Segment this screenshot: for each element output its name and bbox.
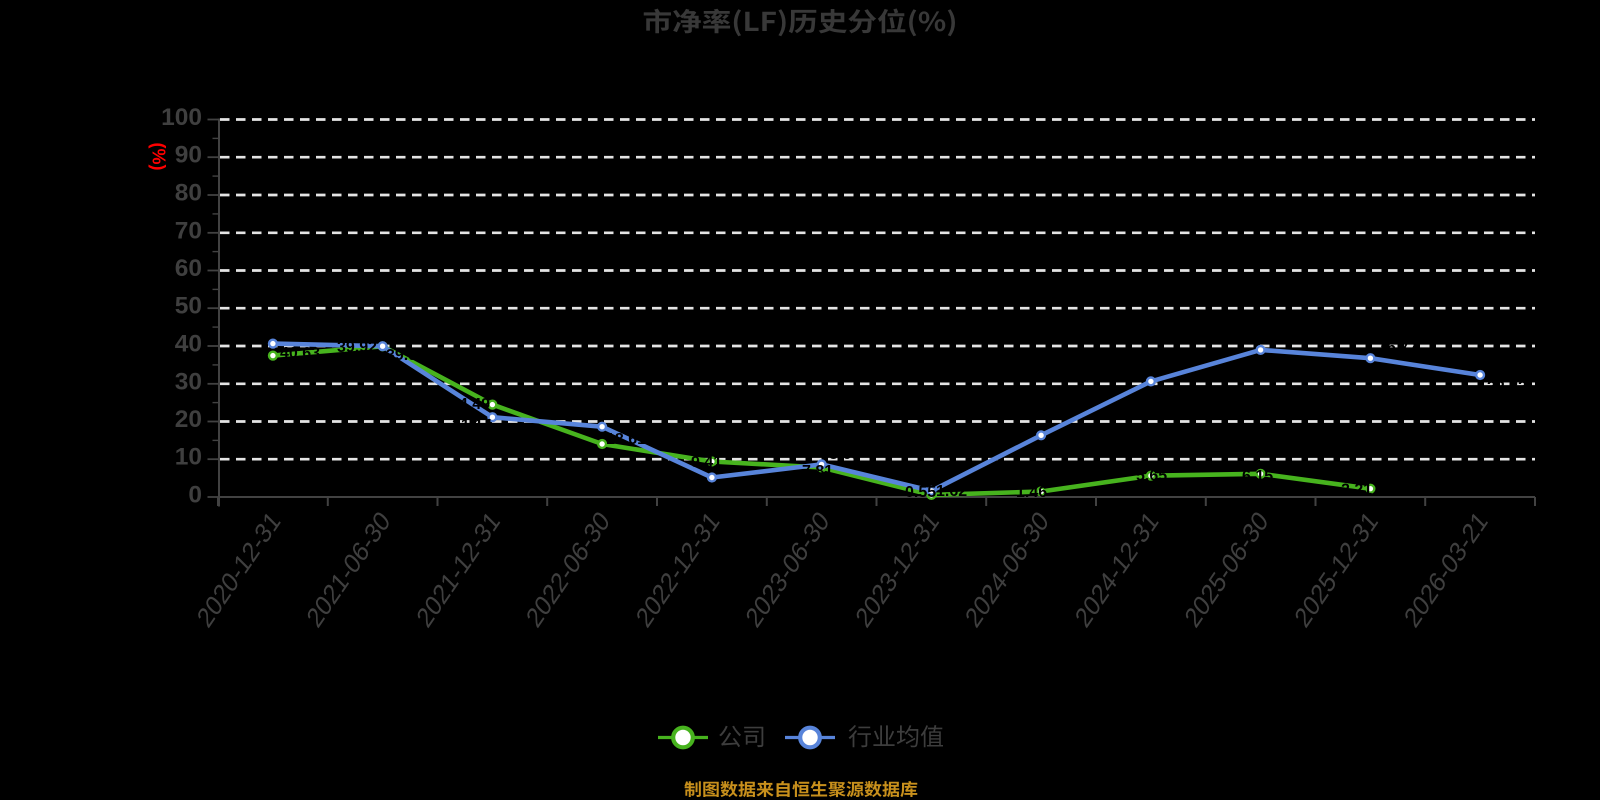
svg-text:1.62: 1.62 [936, 483, 967, 500]
svg-text:38.96: 38.96 [1268, 329, 1308, 346]
svg-text:70: 70 [175, 217, 202, 244]
svg-text:40.63: 40.63 [280, 345, 320, 362]
svg-text:32.33: 32.33 [1487, 379, 1527, 396]
svg-text:0: 0 [188, 482, 202, 509]
svg-text:36.77: 36.77 [1378, 339, 1418, 356]
svg-text:90: 90 [175, 142, 202, 169]
svg-text:24.49: 24.49 [450, 396, 490, 413]
svg-text:100: 100 [161, 104, 202, 131]
svg-text:60: 60 [175, 255, 202, 282]
svg-text:5.16: 5.16 [718, 482, 749, 499]
svg-text:39.95: 39.95 [386, 347, 426, 364]
svg-text:8.63: 8.63 [829, 446, 860, 463]
svg-text:16.35: 16.35 [1048, 439, 1088, 456]
svg-text:21.14: 21.14 [452, 417, 492, 434]
svg-text:39.92: 39.92 [337, 339, 377, 356]
svg-text:30: 30 [175, 368, 202, 395]
svg-text:9.41: 9.41 [691, 454, 722, 471]
svg-text:80: 80 [175, 180, 202, 207]
svg-text:7.81: 7.81 [802, 463, 833, 480]
svg-text:37.45: 37.45 [280, 361, 320, 378]
svg-text:5.65: 5.65 [1136, 468, 1167, 485]
svg-text:30.62: 30.62 [1158, 385, 1198, 402]
svg-text:14.04: 14.04 [598, 462, 638, 479]
svg-text:6.15: 6.15 [1242, 468, 1273, 485]
svg-text:1.46: 1.46 [1016, 484, 1047, 501]
svg-text:(%): (%) [149, 143, 169, 171]
svg-text:0.55: 0.55 [905, 484, 936, 501]
svg-text:20: 20 [175, 406, 202, 433]
svg-text:40: 40 [175, 331, 202, 358]
svg-text:18.61: 18.61 [606, 431, 646, 448]
svg-text:10: 10 [175, 444, 202, 471]
svg-text:2.21: 2.21 [1341, 482, 1372, 499]
svg-text:50: 50 [175, 293, 202, 320]
